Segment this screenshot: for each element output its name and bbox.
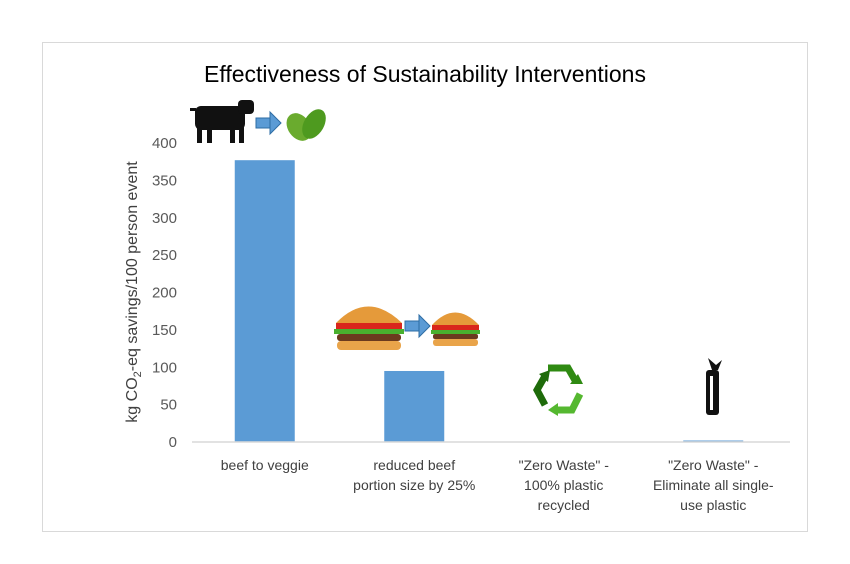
small-burger-icon [431,312,480,346]
x-category-line: reduced beef [373,457,455,473]
arrow-icon [404,313,431,339]
recycle-icon [533,364,584,416]
x-category-line: "Zero Waste" - [668,457,759,473]
x-category-line: Eliminate all single- [653,477,774,493]
cow-to-leaf-icon [190,100,326,143]
x-category-line: portion size by 25% [353,477,475,493]
chart-title: Effectiveness of Sustainability Interven… [204,61,646,87]
arrow-icon [255,110,282,136]
x-category-line: use plastic [680,497,746,513]
x-category-label: reduced beef portion size by 25% [353,457,475,493]
y-tick-label: 50 [160,397,177,414]
chart-frame [42,42,808,532]
water-bottle-icon [706,358,722,415]
y-axis-label: kg CO2-eq savings/100 person event [124,161,144,423]
x-category-line: beef to veggie [221,457,309,473]
y-tick-label: 350 [152,172,177,189]
leaf-icon [286,109,326,141]
y-tick-label: 100 [152,359,177,376]
x-category-line: recycled [538,497,590,513]
bar [384,370,445,442]
y-tick-label: 150 [152,322,177,339]
x-category-label: "Zero Waste" - 100% plastic recycled [519,457,610,513]
burger-to-smaller-burger-icon [334,306,480,350]
x-category-line: "Zero Waste" - [519,457,610,473]
big-burger-icon [334,306,404,350]
y-tick-label: 250 [152,247,177,264]
x-category-line: 100% plastic [524,477,603,493]
y-tick-label: 200 [152,285,177,302]
y-tick-label: 0 [169,434,177,451]
x-category-label: beef to veggie [221,457,309,473]
y-tick-label: 300 [152,210,177,227]
bar [234,160,295,442]
cow-icon [190,100,254,143]
x-category-label: "Zero Waste" - Eliminate all single-use p… [653,457,774,513]
y-tick-label: 400 [152,135,177,152]
